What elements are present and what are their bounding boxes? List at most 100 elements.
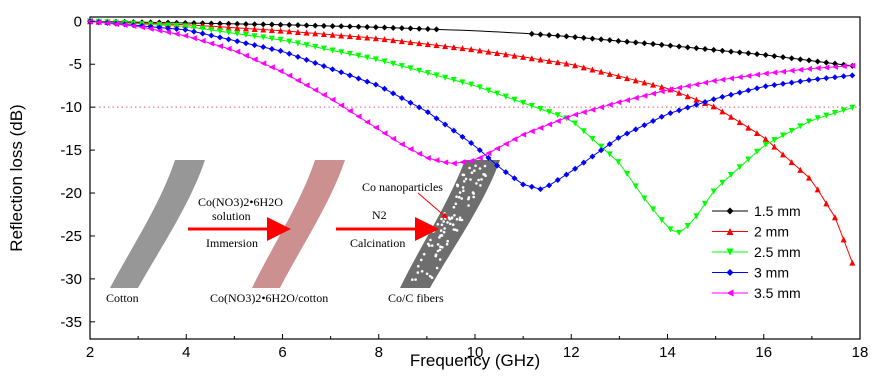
data-point: [676, 43, 683, 50]
data-point: [710, 96, 717, 103]
data-point: [442, 121, 449, 128]
data-point: [684, 93, 691, 100]
data-point: [225, 29, 232, 36]
x-tick-label: 6: [278, 344, 286, 361]
data-point: [572, 62, 579, 69]
data-point: [650, 41, 657, 48]
data-point: [520, 181, 527, 188]
data-point: [329, 66, 336, 73]
data-point: [684, 223, 691, 230]
data-point: [372, 35, 379, 42]
nanoparticle-dot: [455, 195, 458, 198]
data-point: [468, 81, 475, 88]
data-point: [338, 69, 345, 76]
nanoparticle-dot: [446, 239, 450, 243]
data-point: [780, 151, 786, 158]
data-point: [580, 34, 587, 41]
nanoparticle-dot: [442, 230, 446, 234]
data-point: [598, 104, 605, 111]
data-point: [433, 72, 440, 79]
data-point: [511, 96, 518, 103]
data-point: [277, 36, 284, 43]
data-point: [710, 77, 717, 84]
data-point: [390, 37, 397, 44]
data-point: [190, 35, 197, 42]
data-point: [788, 55, 795, 62]
data-point: [719, 93, 726, 100]
data-point: [260, 60, 267, 67]
data-point: [485, 48, 492, 55]
data-point: [225, 24, 232, 31]
nanoparticle-dot: [458, 218, 462, 222]
data-point: [355, 75, 362, 82]
data-point: [398, 25, 405, 32]
data-point: [788, 67, 795, 74]
nanoparticle-dot: [422, 252, 426, 256]
data-point: [329, 31, 336, 38]
data-point: [589, 35, 596, 42]
nanoparticle-dot: [470, 171, 474, 174]
data-point: [728, 48, 735, 55]
data-point: [780, 68, 786, 75]
data-point: [320, 63, 327, 70]
x-tick-label: 10: [467, 344, 484, 361]
data-point: [286, 28, 293, 35]
data-point: [797, 66, 804, 73]
data-point: [260, 21, 267, 28]
data-point: [702, 98, 709, 105]
data-point: [615, 159, 622, 166]
data-point: [676, 89, 683, 96]
data-point: [416, 150, 423, 157]
x-tick-label: 12: [563, 344, 580, 361]
data-point: [823, 59, 830, 66]
data-point: [788, 159, 795, 166]
legend-marker: [726, 269, 734, 276]
data-point: [355, 33, 362, 40]
data-point: [849, 259, 856, 266]
data-point: [797, 166, 804, 173]
data-point: [398, 38, 405, 45]
nanoparticle-dot: [428, 274, 432, 278]
data-point: [667, 42, 674, 49]
data-point: [320, 22, 327, 29]
data-point: [771, 53, 778, 60]
nanoparticle-dot: [454, 202, 458, 206]
data-point: [788, 79, 795, 86]
data-point: [450, 160, 457, 167]
data-point: [814, 65, 821, 72]
data-point: [216, 43, 223, 50]
data-point: [849, 104, 856, 111]
data-point: [320, 91, 327, 98]
data-point: [364, 119, 371, 126]
data-point: [520, 53, 527, 60]
nanoparticle-dot: [479, 184, 482, 187]
data-point: [719, 108, 726, 115]
data-point: [398, 95, 405, 102]
data-point: [598, 36, 605, 43]
data-point: [554, 176, 561, 183]
nanoparticle-dot: [443, 212, 447, 215]
data-point: [381, 130, 388, 137]
data-point: [693, 213, 700, 220]
data-point: [728, 113, 735, 120]
legend-item: 3 mm: [712, 265, 789, 281]
data-point: [771, 137, 778, 144]
data-point: [606, 70, 613, 77]
data-point: [130, 22, 137, 29]
data-point: [286, 21, 293, 28]
data-point: [459, 79, 466, 86]
series-1-5-mm: [87, 18, 856, 69]
data-point: [251, 33, 258, 40]
nanoparticle-dot: [483, 164, 487, 168]
data-point: [459, 45, 466, 52]
data-point: [390, 135, 397, 142]
data-point: [684, 44, 691, 51]
data-point: [537, 56, 544, 63]
data-point: [658, 88, 665, 95]
data-point: [338, 32, 345, 39]
data-point: [624, 170, 631, 177]
nanoparticle-dot: [458, 191, 462, 194]
data-point: [424, 109, 431, 116]
legend-marker: [726, 248, 734, 256]
data-point: [615, 99, 622, 106]
